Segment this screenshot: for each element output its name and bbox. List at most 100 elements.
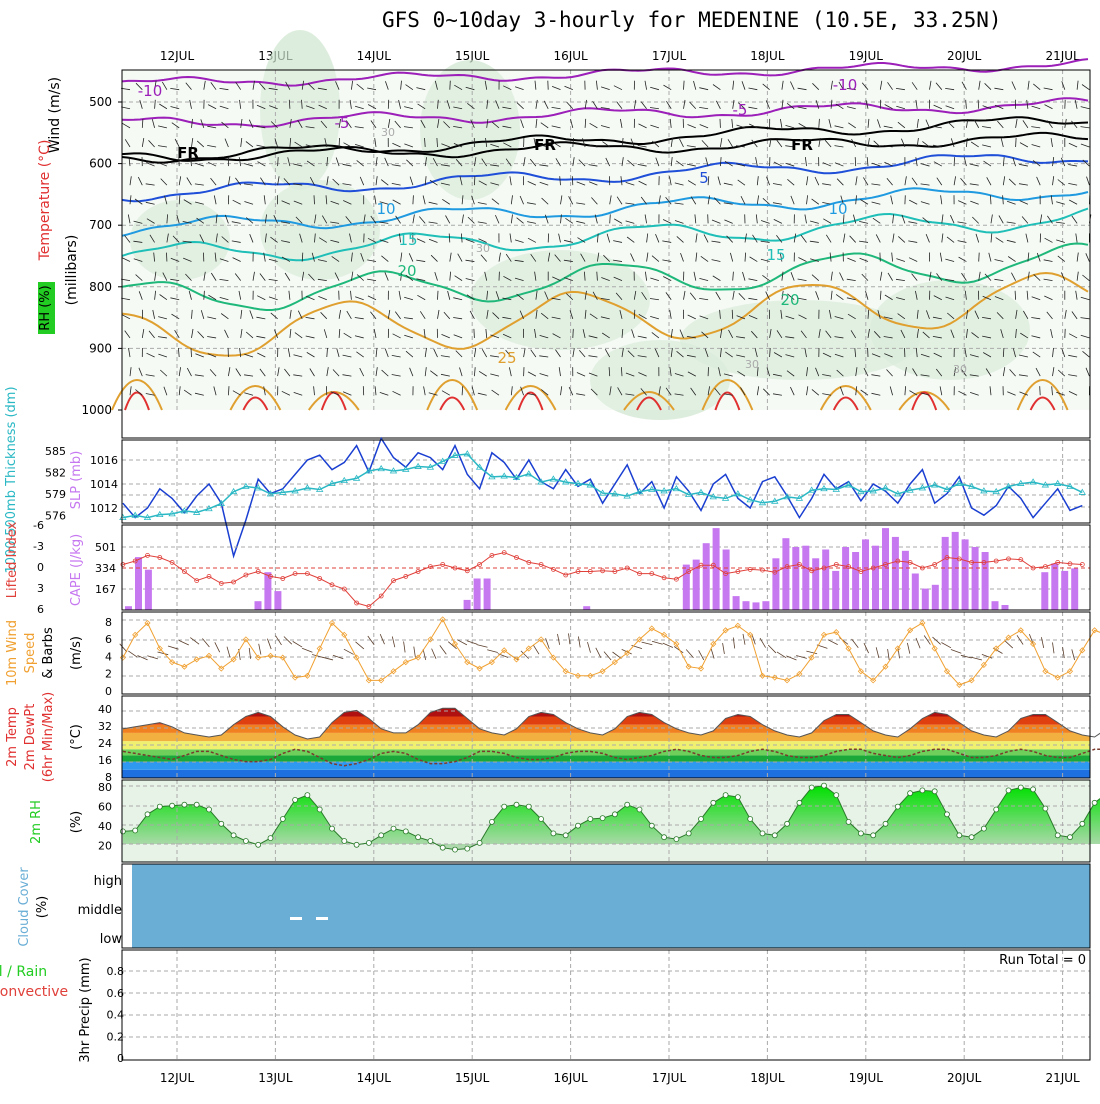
rh-point (502, 804, 507, 809)
cloud-level-label: low (100, 932, 123, 947)
rh-point (231, 833, 236, 838)
ylabel-convective: Convective (0, 984, 68, 1000)
rh-point (576, 823, 581, 828)
date-label-bottom: 17JUL (652, 1071, 687, 1085)
rh-point (182, 802, 187, 807)
pressure-tick: 600 (89, 157, 112, 171)
slp-series (123, 438, 1082, 556)
ylabel-wind10: 10m Wind (5, 620, 20, 686)
rh-point (477, 840, 482, 845)
wind10-barb (147, 656, 158, 659)
cape-bar (892, 537, 899, 610)
rh-point (834, 793, 839, 798)
contour-label: FR (791, 136, 813, 154)
pressure-tick: 700 (89, 218, 112, 232)
rh-tick: 60 (98, 801, 112, 814)
rh-point (563, 833, 568, 838)
wind-barb (438, 291, 439, 300)
contour-label: 10 (376, 200, 395, 218)
wind10-barb (179, 640, 189, 645)
rh-point (293, 797, 298, 802)
date-label-top: 16JUL (553, 49, 588, 63)
ylabel-cloud-unit: (%) (35, 896, 50, 919)
cape-bar (942, 537, 949, 610)
rh-point (772, 833, 777, 838)
rh-point (539, 817, 544, 822)
ylabel-speed: Speed (23, 633, 38, 674)
contour-label: 20 (397, 262, 416, 280)
cape-bar (1002, 605, 1009, 610)
wind10-panel (122, 612, 1090, 694)
wind-tick: 4 (105, 650, 112, 663)
rh-point (920, 788, 925, 793)
temp-band (122, 717, 1090, 725)
wind10-barb (951, 650, 961, 654)
cape-bar (842, 547, 849, 610)
rh-point (157, 804, 162, 809)
precip-panel (122, 950, 1090, 1060)
wind10-barb (933, 637, 941, 644)
date-label-bottom: 18JUL (750, 1071, 785, 1085)
rh-point (674, 837, 679, 842)
wind10-barb (596, 648, 601, 658)
rh-point (637, 807, 642, 812)
pressure-tick: 800 (89, 280, 112, 294)
wind10-barb (423, 649, 426, 660)
cape-bar (474, 579, 481, 611)
contour-label: 5 (699, 169, 709, 187)
precip-tick: 0 (117, 1052, 124, 1065)
cape-bar (1061, 571, 1068, 610)
contour-label: 10 (828, 200, 847, 218)
rh-point (317, 807, 322, 812)
contour-label: 25 (497, 349, 516, 367)
rh-point (809, 785, 814, 790)
ylabel-rh-unit: (%) (69, 811, 84, 834)
wind-barb (979, 253, 980, 262)
rh-point (895, 804, 900, 809)
wind-barb (732, 310, 733, 319)
slp-tick: 1014 (90, 478, 118, 491)
contour-label: -10 (138, 82, 163, 100)
wind10-barb (1017, 635, 1023, 644)
rh-point (957, 833, 962, 838)
li-tick: -3 (33, 540, 44, 553)
rh-point (219, 821, 224, 826)
cape-bar (772, 558, 779, 610)
cloud-cover-fill (132, 864, 1090, 948)
cape-bar (743, 601, 750, 610)
rh-tick: 40 (98, 820, 112, 833)
rh-point (305, 793, 310, 798)
rh-point (686, 831, 691, 836)
cape-bar (792, 547, 799, 610)
temp-band (122, 733, 1090, 741)
ylabel-cape: CAPE (J/kg) (69, 534, 84, 606)
rh-point (551, 831, 556, 836)
wind10-barb (642, 642, 653, 645)
wind10-barb (128, 651, 137, 657)
slp-tick: 1012 (90, 502, 118, 515)
wind10-barb (404, 642, 406, 653)
rh-point (133, 828, 138, 833)
precip-tick: 0.2 (107, 1030, 125, 1043)
wind10-barb (1053, 642, 1055, 653)
thickness-tick: 585 (45, 445, 66, 458)
rh-point (846, 819, 851, 824)
ylabel-wind-unit: (m/s) (69, 636, 84, 670)
wind-tick: 6 (105, 633, 112, 646)
date-label-top: 19JUL (849, 49, 884, 63)
ylabel-temp-unit: (°C) (69, 724, 84, 750)
wind10-barb (533, 645, 539, 654)
rh-point (723, 793, 728, 798)
wind-barb (1015, 291, 1016, 300)
wind-barb (954, 157, 955, 166)
cape-bar (912, 574, 919, 611)
cape-bar (962, 539, 969, 610)
li-tick: 0 (37, 561, 44, 574)
date-label-bottom: 13JUL (258, 1071, 293, 1085)
rh-point (489, 819, 494, 824)
cape-bar (782, 538, 789, 610)
contour-label: 20 (780, 291, 799, 309)
ylabel-total-rain: Total / Rain (0, 964, 47, 980)
rh-point (416, 835, 421, 840)
pressure-tick: 900 (89, 341, 112, 355)
